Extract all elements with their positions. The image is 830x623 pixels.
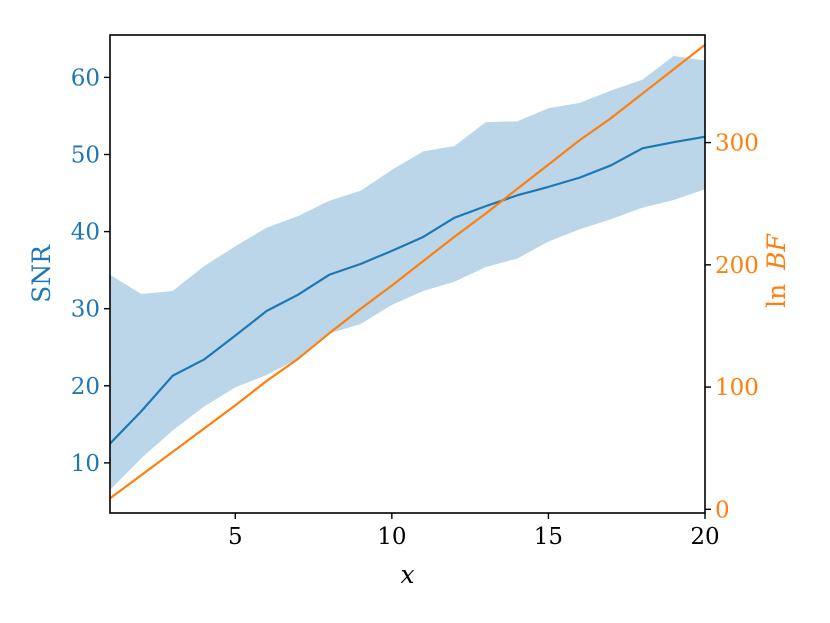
x-tick-label: 15 [534,524,563,550]
y-right-axis-title: ln BF [762,232,791,307]
x-tick-label: 20 [690,524,719,550]
x-tick-label: 5 [228,524,243,550]
y-right-tick-label: 300 [715,131,759,157]
y-left-axis-title: SNR [27,244,56,303]
y-left-tick-label: 10 [71,451,100,477]
y-left-tick-label: 30 [71,297,100,323]
y-left-tick-label: 20 [71,374,100,400]
y-right-axis-title-symbol: BF [762,232,791,270]
plot-series [110,43,705,500]
y-right-tick-label: 200 [715,253,759,279]
x-axis-title: x [400,560,414,589]
y-right-tick-label: 0 [715,497,730,523]
plot-area [110,43,705,500]
y-right-axis-title-prefix: ln [762,284,791,308]
y-left-tick-label: 50 [71,143,100,169]
snr-line [110,135,705,445]
x-tick-label: 10 [377,524,406,550]
plot-frame [109,34,706,514]
y-left-tick-label: 60 [71,65,100,91]
y-left-tick-label: 40 [71,220,100,246]
ln-bf-line [110,43,705,500]
axes: 5 10 15 20 10 20 30 40 50 60 0 100 200 300 [71,65,759,550]
y-right-tick-label: 100 [715,375,759,401]
